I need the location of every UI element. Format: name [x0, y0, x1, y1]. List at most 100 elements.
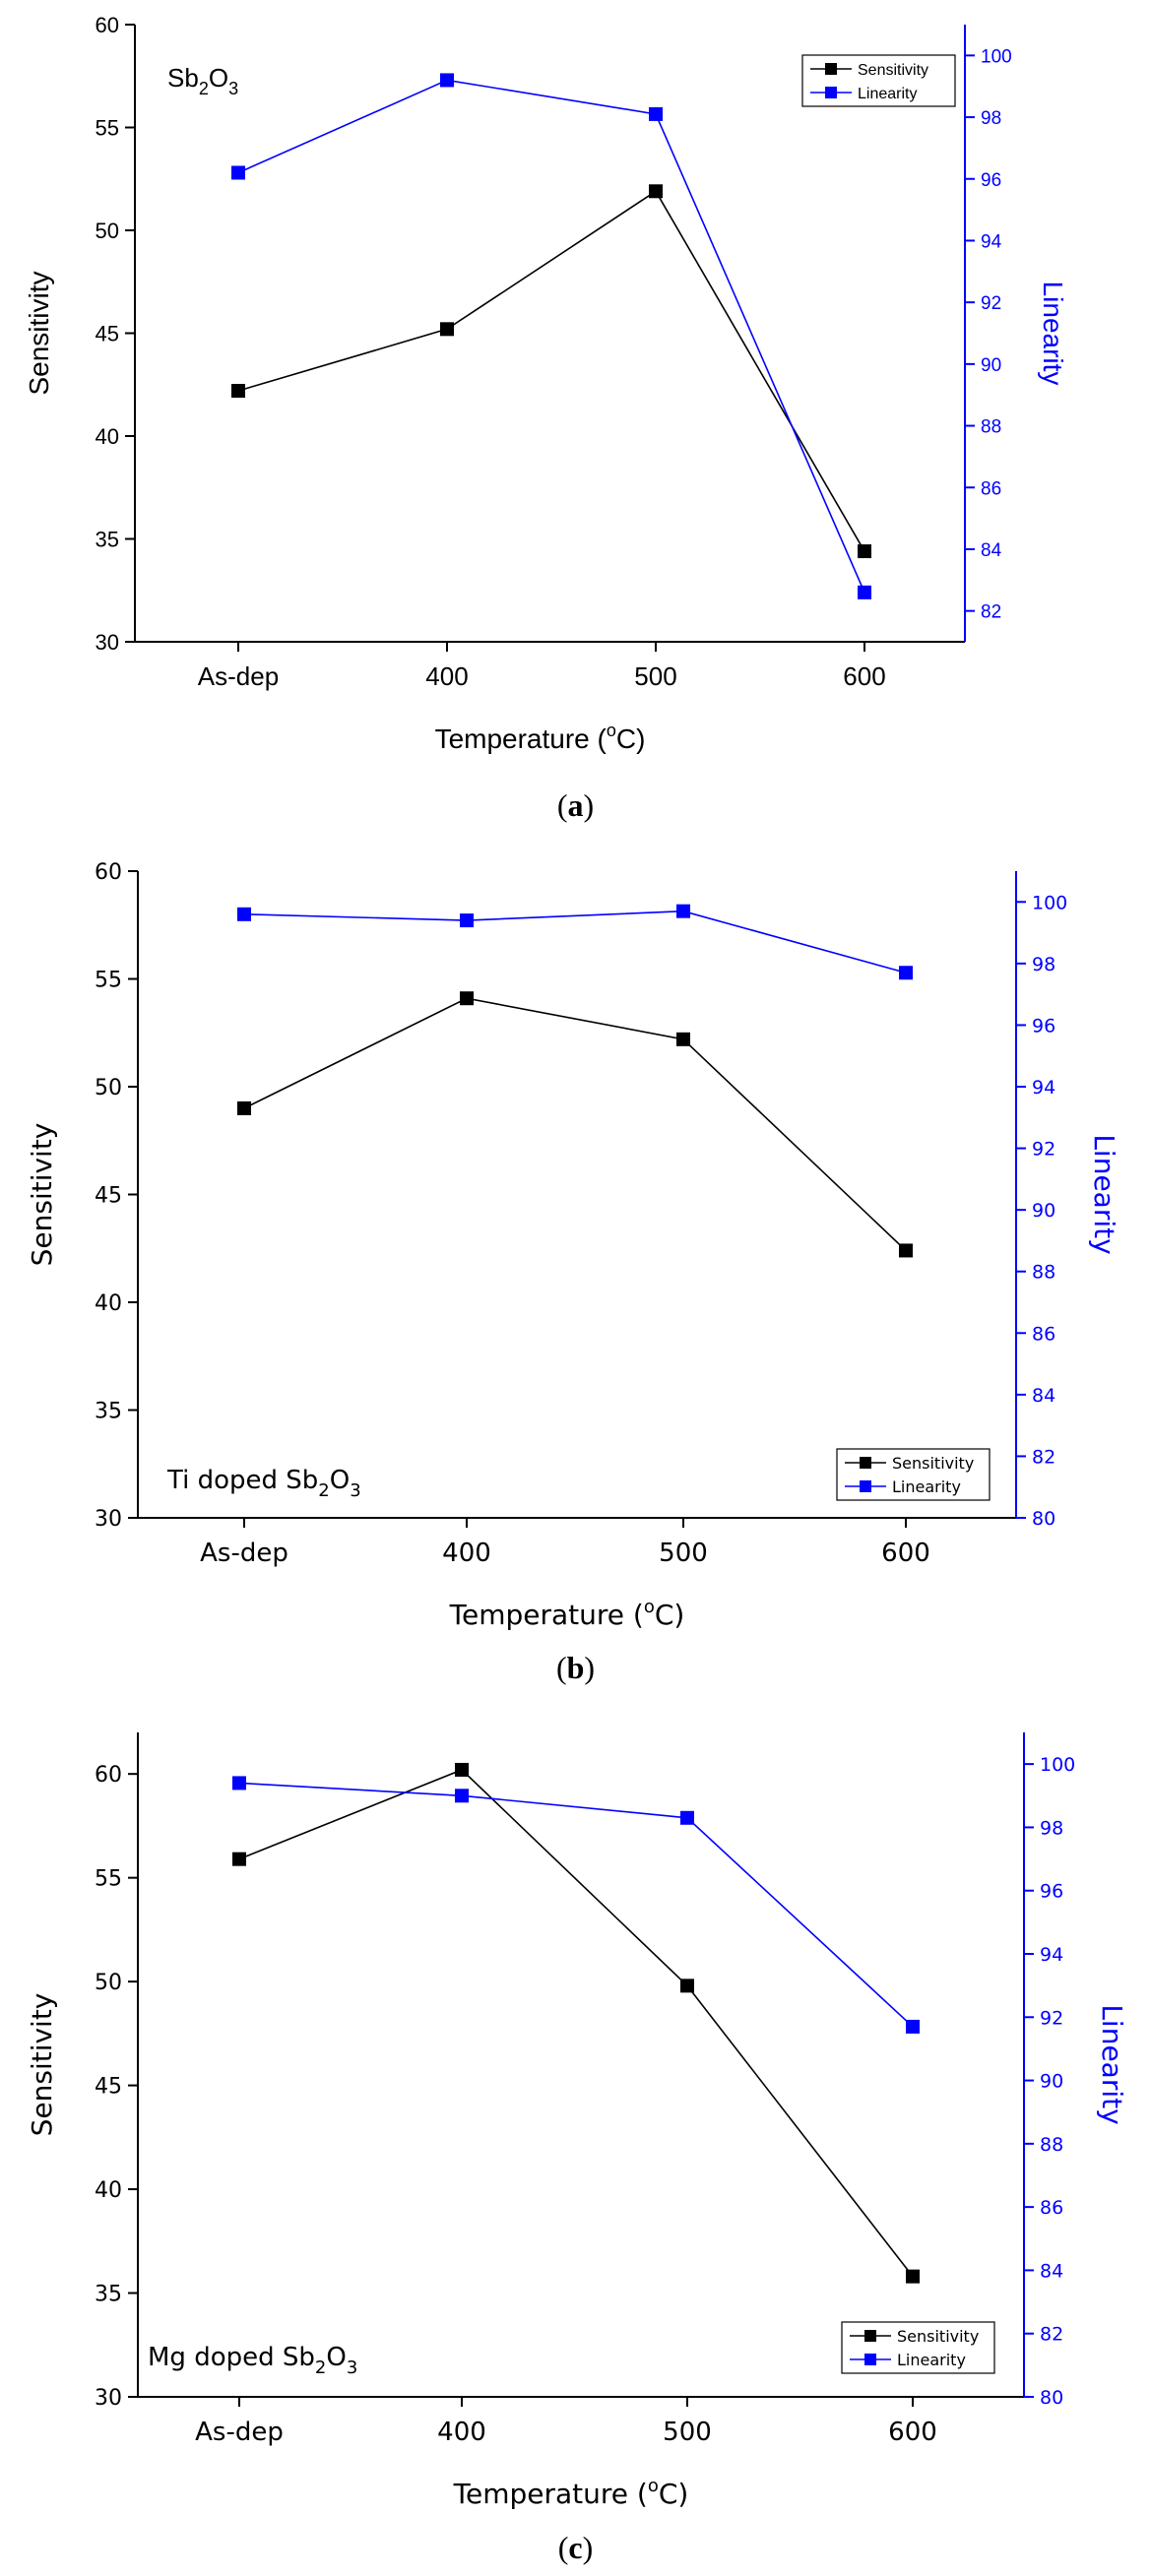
- chart2-left-axis-label: Sensitivity: [26, 1993, 58, 2137]
- chart1-right-tick-label: 80: [1032, 1508, 1055, 1530]
- chart2-left-tick-label: 40: [95, 2178, 122, 2203]
- panel-label-c: (c): [557, 2530, 594, 2565]
- chart1-linearity-marker: [899, 966, 913, 980]
- chart1-right-tick-label: 96: [1032, 1015, 1055, 1037]
- chart-panel-a: 30 35 40 45 50 55 60 82 84 86 88 90 92 94 96 98 100 As-de…: [24, 13, 1068, 754]
- chart0-left-axis-label: Sensitivity: [24, 271, 54, 395]
- chart2-linearity-marker: [232, 1776, 246, 1791]
- chart2-left-tick-label: 55: [95, 1867, 122, 1892]
- chart2-legend-linearity-marker: [864, 2354, 876, 2365]
- chart0-right-tick-label: 82: [981, 602, 1001, 623]
- chart1-x-tick-label: As-dep: [200, 1539, 288, 1568]
- chart2-right-axis-label: Linearity: [1096, 2004, 1128, 2124]
- chart0-legend-sensitivity-label: Sensitivity: [858, 62, 928, 79]
- chart2-x-tick-label: 600: [888, 2418, 937, 2447]
- chart0-x-tick-label: 500: [634, 661, 676, 691]
- chart1-left-tick-label: 35: [95, 1400, 122, 1424]
- chart0-right-tick-label: 96: [981, 170, 1001, 191]
- chart2-left-tick-label: 50: [95, 1971, 122, 1995]
- chart0-right-axis-label: Linearity: [1038, 282, 1068, 386]
- chart1-sample-annotation: Ti doped Sb2O3: [166, 1466, 361, 1501]
- chart0-legend-sensitivity-marker: [825, 63, 837, 75]
- chart1-right-tick-label: 94: [1032, 1077, 1055, 1099]
- chart1-sensitivity-marker: [460, 991, 474, 1006]
- chart2-right-tick-label: 90: [1040, 2071, 1063, 2093]
- chart2-sensitivity-marker: [455, 1762, 469, 1777]
- chart0-right-tick-label: 88: [981, 417, 1001, 438]
- chart1-legend-sensitivity-marker: [860, 1457, 871, 1469]
- chart2-linearity-line: [238, 1782, 914, 2028]
- chart2-right-tick-label: 96: [1040, 1881, 1063, 1903]
- chart2-sensitivity-marker: [680, 1979, 694, 1993]
- chart1-left-tick-label: 55: [95, 969, 122, 993]
- chart1-x-tick-label: 600: [881, 1539, 930, 1568]
- chart1-left-tick-label: 40: [95, 1291, 122, 1316]
- chart0-right-tick-label: 94: [981, 231, 1002, 252]
- chart2-linearity-marker: [680, 1810, 694, 1825]
- chart-panel-c: 30 35 40 45 50 55 60 80 82 84 86 88 90 92 94 96 98 100 As-…: [26, 1732, 1128, 2510]
- chart1-x-axis-label: Temperature (oC): [449, 1597, 685, 1631]
- chart2-x-tick-label: As-dep: [195, 2418, 284, 2447]
- chart2-right-tick-label: 82: [1040, 2324, 1063, 2346]
- chart0-right-tick-label: 92: [981, 293, 1001, 314]
- chart2-legend-sensitivity-marker: [864, 2330, 876, 2342]
- chart0-linearity-marker: [649, 106, 663, 121]
- chart1-right-tick-label: 92: [1032, 1139, 1055, 1161]
- chart1-right-axis-label: Linearity: [1088, 1134, 1120, 1254]
- chart2-legend-linearity-label: Linearity: [897, 2351, 966, 2369]
- chart2-sensitivity-line: [238, 1769, 914, 2278]
- chart1-sensitivity-marker: [676, 1032, 690, 1046]
- chart1-right-tick-label: 88: [1032, 1262, 1055, 1284]
- chart1-right-tick-label: 86: [1032, 1323, 1055, 1345]
- chart0-sample-annotation: Sb2O3: [167, 63, 238, 98]
- chart0-linearity-marker: [858, 585, 871, 599]
- chart0-left-tick-label: 35: [96, 528, 119, 552]
- chart0-sensitivity-marker: [231, 384, 245, 399]
- chart1-linearity-marker: [676, 904, 690, 918]
- chart1-left-tick-label: 50: [95, 1076, 122, 1100]
- chart0-sensitivity-marker: [858, 544, 871, 559]
- chart2-linearity-marker: [455, 1789, 469, 1803]
- chart2-right-tick-label: 84: [1040, 2260, 1063, 2282]
- chart2-left-tick-label: 60: [95, 1763, 122, 1788]
- chart0-left-tick-label: 40: [96, 424, 119, 449]
- chart0-legend-linearity-label: Linearity: [858, 86, 917, 102]
- panel-label-a: (a): [556, 787, 595, 823]
- chart0-linearity-marker: [231, 165, 245, 180]
- chart2-x-tick-label: 500: [663, 2418, 712, 2447]
- chart1-x-tick-label: 400: [442, 1539, 491, 1568]
- chart0-sensitivity-line: [237, 190, 865, 552]
- chart2-left-tick-label: 35: [95, 2283, 122, 2307]
- chart0-linearity-line: [237, 79, 865, 594]
- chart1-right-tick-label: 90: [1032, 1200, 1055, 1222]
- chart0-left-tick-label: 60: [96, 13, 119, 37]
- chart0-left-tick-label: 55: [96, 116, 119, 141]
- chart1-right-tick-label: 82: [1032, 1446, 1055, 1468]
- chart2-right-tick-label: 86: [1040, 2197, 1063, 2219]
- chart2-linearity-marker: [906, 2019, 920, 2034]
- chart1-left-axis-label: Sensitivity: [26, 1123, 58, 1267]
- chart0-linearity-marker: [440, 73, 454, 88]
- chart0-left-tick-label: 30: [96, 630, 119, 655]
- chart2-sample-annotation: Mg doped Sb2O3: [148, 2343, 357, 2378]
- chart1-left-tick-label: 45: [95, 1184, 122, 1209]
- chart0-left-tick-label: 45: [96, 322, 119, 346]
- panel-label-b: (b): [555, 1650, 596, 1685]
- chart1-sensitivity-marker: [237, 1100, 251, 1115]
- chart0-sensitivity-marker: [440, 322, 454, 337]
- chart1-legend-linearity-label: Linearity: [892, 1477, 961, 1496]
- chart2-right-tick-label: 94: [1040, 1944, 1063, 1966]
- chart2-right-tick-label: 100: [1040, 1754, 1075, 1776]
- chart1-legend-linearity-marker: [860, 1480, 871, 1492]
- chart2-sensitivity-marker: [232, 1852, 246, 1866]
- chart1-right-tick-label: 100: [1032, 892, 1067, 913]
- chart1-linearity-line: [243, 910, 907, 974]
- chart1-right-tick-label: 98: [1032, 954, 1055, 975]
- chart2-x-tick-label: 400: [437, 2418, 486, 2447]
- chart1-x-tick-label: 500: [659, 1539, 708, 1568]
- chart1-left-tick-label: 30: [95, 1507, 122, 1532]
- chart0-x-tick-label: 600: [843, 661, 885, 691]
- chart0-left-tick-label: 50: [96, 219, 119, 243]
- chart0-right-tick-label: 100: [981, 46, 1012, 67]
- chart0-x-tick-label: 400: [425, 661, 468, 691]
